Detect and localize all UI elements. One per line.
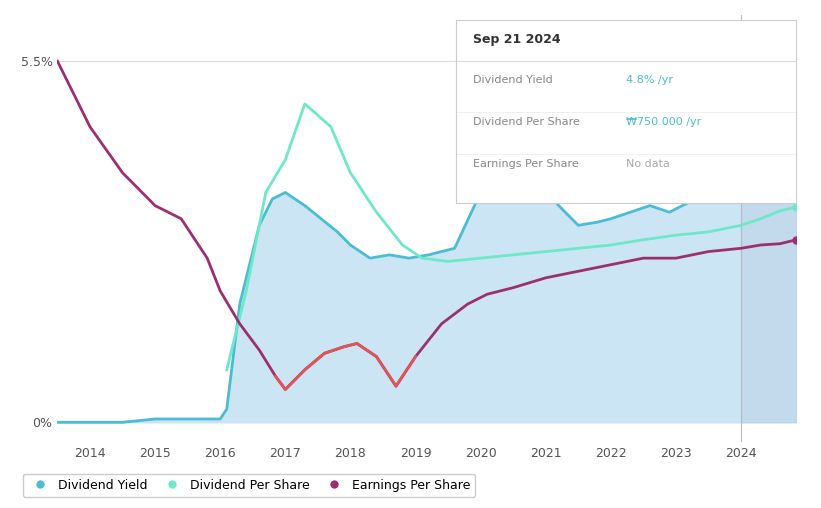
Text: Dividend Per Share: Dividend Per Share (473, 117, 580, 127)
Text: ₩750.000 /yr: ₩750.000 /yr (626, 117, 701, 127)
Text: 4.8% /yr: 4.8% /yr (626, 75, 673, 85)
Text: Dividend Yield: Dividend Yield (473, 75, 553, 85)
Legend: Dividend Yield, Dividend Per Share, Earnings Per Share: Dividend Yield, Dividend Per Share, Earn… (23, 473, 475, 497)
Text: Earnings Per Share: Earnings Per Share (473, 160, 579, 169)
Text: Past: Past (745, 58, 769, 71)
Text: Sep 21 2024: Sep 21 2024 (473, 33, 560, 46)
Text: No data: No data (626, 160, 670, 169)
